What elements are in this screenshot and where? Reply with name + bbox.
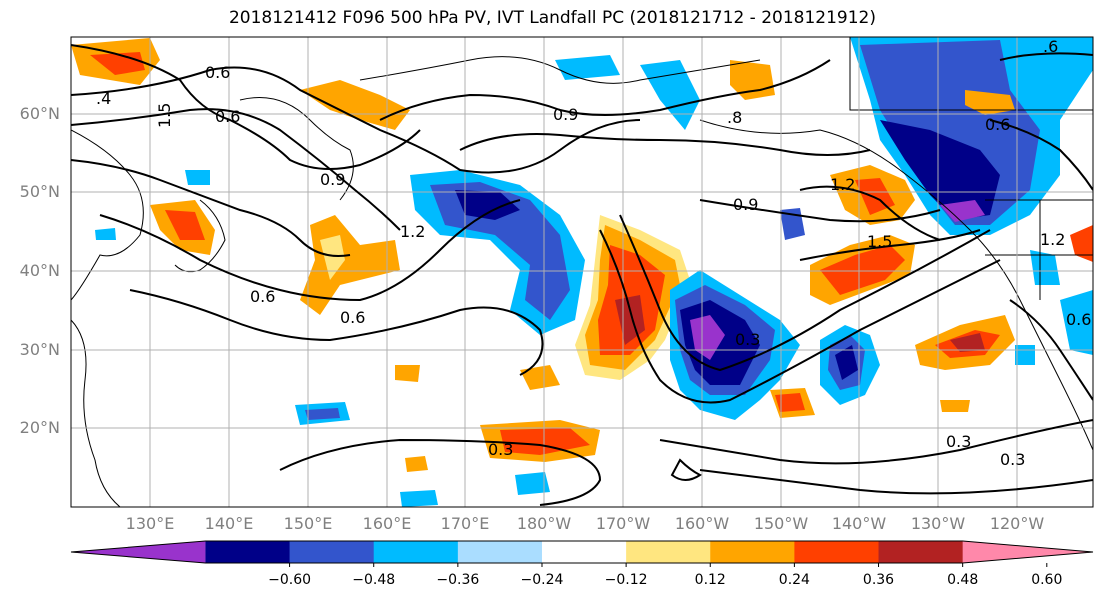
lon-label: 170°W — [595, 514, 651, 533]
colorbar — [70, 540, 1094, 567]
lon-label: 120°W — [989, 514, 1045, 533]
lon-label: 140°E — [204, 514, 254, 533]
coastlines — [71, 37, 1093, 507]
colorbar-segment — [626, 541, 711, 563]
lon-label: 140°W — [831, 514, 887, 533]
colorbar-segment — [794, 541, 880, 563]
contour-label: .4 — [96, 89, 111, 108]
colorbar-segment — [541, 541, 627, 563]
contour-label: 0.9 — [553, 105, 578, 124]
map-title: 2018121412 F096 500 hPa PV, IVT Landfall… — [228, 8, 876, 28]
colorbar-segment — [71, 541, 206, 563]
contour-label: 0.6 — [1066, 310, 1091, 329]
colorbar-segment — [962, 541, 1093, 563]
contour-label: 0.3 — [1000, 450, 1025, 469]
colorbar-outline — [70, 540, 1094, 564]
contour-label: 0.6 — [250, 287, 275, 306]
colorbar-tick-label: 0.36 — [862, 572, 895, 588]
colorbar-tick-label: −0.36 — [436, 572, 480, 588]
colorbar-segment — [878, 541, 964, 563]
colorbar-segment — [457, 541, 543, 563]
lat-label: 40°N — [19, 261, 60, 280]
lat-label: 60°N — [19, 104, 60, 123]
colorbar-segment — [710, 541, 795, 563]
contour-label: .6 — [1043, 37, 1058, 56]
colorbar-segment — [373, 541, 459, 563]
contour-label: 0.3 — [946, 432, 971, 451]
colorbar-tick-label: −0.24 — [520, 572, 564, 588]
lat-label: 20°N — [19, 418, 60, 437]
contour-label: 0.3 — [488, 440, 513, 459]
pv-contours — [71, 44, 1093, 506]
contour-label: 0.6 — [215, 107, 240, 126]
lon-label: 150°E — [283, 514, 333, 533]
contour-label: 1.5 — [867, 232, 892, 251]
colorbar-segment — [205, 541, 291, 563]
contour-label: .8 — [727, 108, 742, 127]
lon-label: 150°W — [753, 514, 809, 533]
contour-label: 1.2 — [1040, 230, 1065, 249]
colorbar-tick-label: 0.12 — [694, 572, 726, 588]
colorbar-tick-label: 0.48 — [947, 572, 979, 588]
contour-label-group: 0.6 0.6 1.5 .4 0.9 0.9 1.2 0.6 0.6 0.9 1… — [96, 37, 1091, 469]
contour-label: 0.9 — [733, 195, 758, 214]
colorbar-tick-label: −0.48 — [352, 572, 396, 588]
contour-label: 1.5 — [155, 103, 174, 128]
contour-label: 0.6 — [985, 115, 1010, 134]
lon-label: 160°E — [362, 514, 412, 533]
lon-label: 170°E — [440, 514, 490, 533]
contour-label: 0.6 — [205, 63, 230, 82]
contour-label: 1.2 — [830, 175, 855, 194]
colorbar-tick-label: −0.60 — [268, 572, 312, 588]
colorbar-tick-label: 0.60 — [1031, 572, 1063, 588]
colorbar-segment — [289, 541, 375, 563]
lon-label: 130°E — [125, 514, 175, 533]
colorbar-tick-label: −0.12 — [604, 572, 648, 588]
contour-label: 0.6 — [340, 308, 365, 327]
lat-label: 30°N — [19, 340, 60, 359]
contour-label: 0.9 — [320, 170, 345, 189]
lon-label: 130°W — [910, 514, 966, 533]
contour-label: 1.2 — [400, 222, 425, 241]
lon-label: 160°W — [674, 514, 730, 533]
lon-label: 180°W — [516, 514, 572, 533]
contour-label: 0.3 — [735, 330, 760, 349]
colorbar-tick-label: 0.24 — [778, 572, 810, 588]
lat-label: 50°N — [19, 182, 60, 201]
